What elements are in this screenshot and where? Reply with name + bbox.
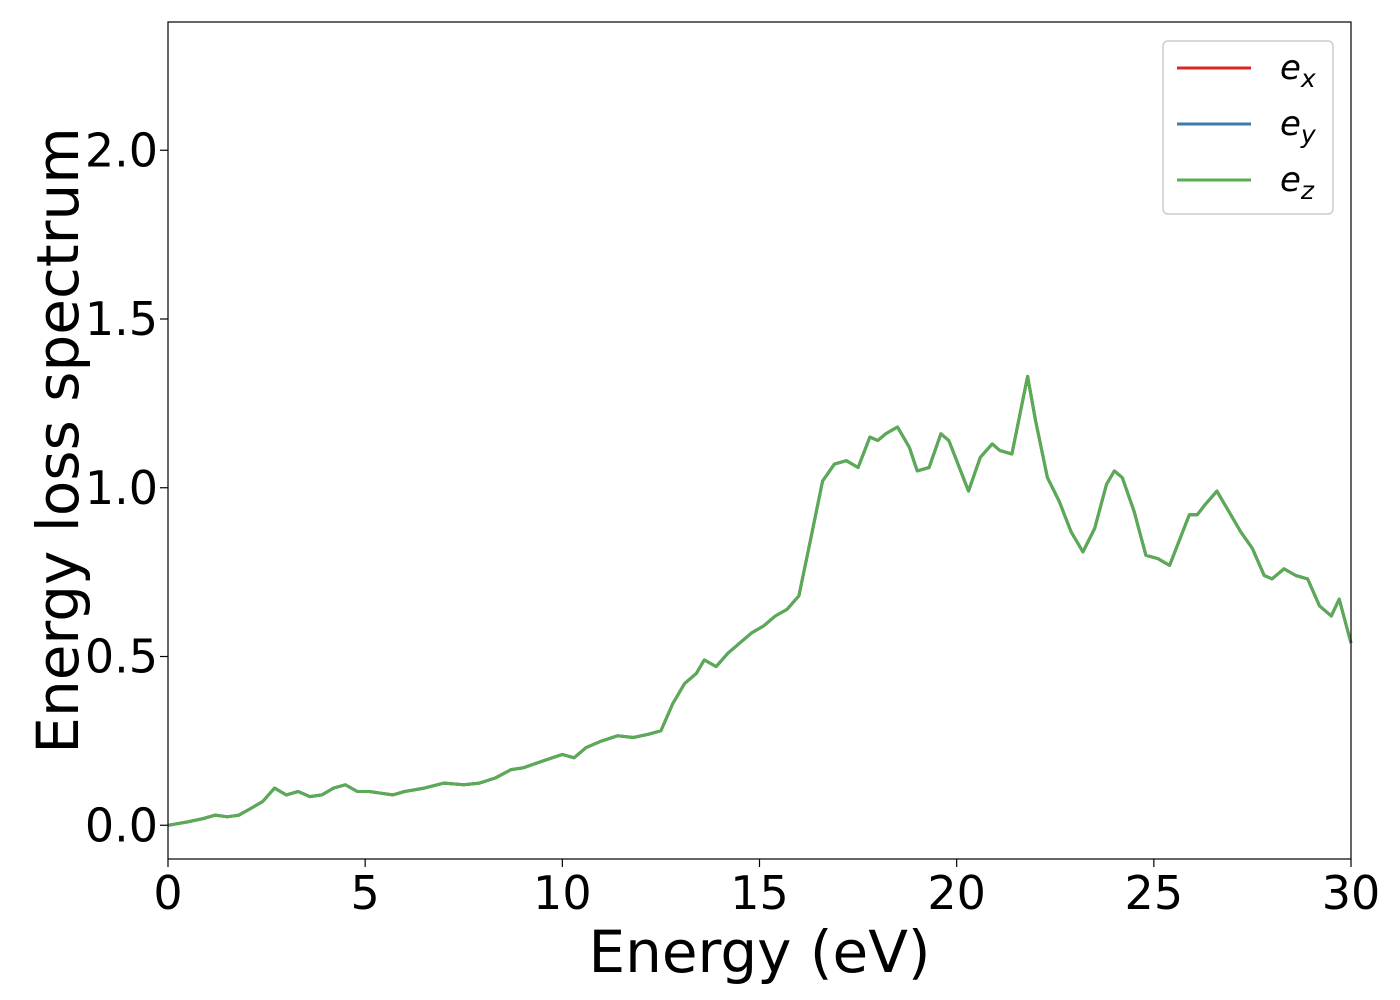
x-tick-label: 5 (351, 866, 380, 920)
x-tick-label: 10 (533, 866, 592, 920)
y-tick-label: 2.0 (85, 123, 158, 177)
y-tick-label: 1.0 (85, 461, 158, 515)
x-tick-label: 30 (1322, 866, 1381, 920)
y-tick-label: 1.5 (85, 292, 158, 346)
y-tick-label: 0.0 (85, 798, 158, 852)
legend-label-base: e (1280, 160, 1301, 200)
legend-label-subscript: z (1300, 176, 1315, 205)
series-line-e_z (167, 374, 1353, 827)
legend-label-e_x: ex (1280, 48, 1316, 93)
legend-label-e_y: ey (1280, 104, 1317, 149)
y-axis-ticks: 0.0 0.5 1.0 1.5 2.0 (85, 123, 168, 852)
legend-label-subscript: y (1300, 120, 1317, 149)
legend-label-base: e (1280, 104, 1301, 144)
x-axis-ticks: 0 5 10 15 20 25 30 (153, 859, 1380, 920)
x-axis-label: Energy (eV) (588, 918, 930, 986)
x-tick-label: 25 (1125, 866, 1184, 920)
y-axis-label: Energy loss spectrum (24, 127, 92, 753)
legend-frame (1162, 40, 1334, 215)
x-tick-label: 20 (927, 866, 986, 920)
series-lines (167, 374, 1353, 827)
legend-label-e_z: ez (1280, 160, 1315, 205)
x-tick-label: 0 (153, 866, 182, 920)
y-tick-label: 0.5 (85, 630, 158, 684)
x-tick-label: 15 (730, 866, 789, 920)
legend-label-subscript: x (1300, 64, 1316, 93)
legend-label-base: e (1280, 48, 1301, 88)
